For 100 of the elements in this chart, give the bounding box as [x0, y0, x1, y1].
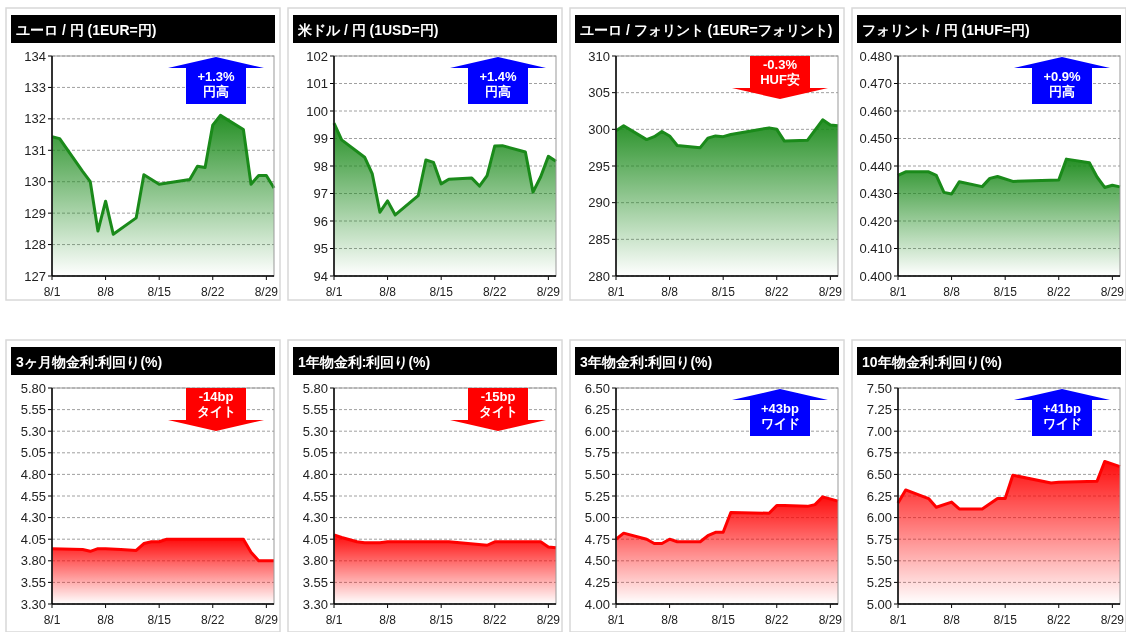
x-tick-label: 8/22: [483, 285, 507, 299]
x-tick-label: 8/8: [97, 285, 115, 299]
y-tick-label: 134: [24, 48, 46, 64]
y-tick-label: 285: [588, 231, 610, 247]
y-tick-label: 4.00: [584, 596, 610, 612]
y-tick-label: 4.30: [20, 510, 46, 526]
y-tick-label: 5.75: [866, 531, 892, 547]
annotation: -14bp タイト: [196, 389, 236, 419]
y-tick-label: 6.75: [866, 445, 892, 461]
y-tick-label: 4.55: [20, 488, 46, 504]
y-tick-label: 102: [306, 48, 328, 64]
y-tick-label: 96: [313, 213, 328, 229]
x-tick-label: 8/8: [379, 285, 397, 299]
x-tick-label: 8/22: [483, 613, 507, 627]
y-tick-label: 99: [313, 131, 328, 146]
y-tick-label: 4.80: [20, 466, 46, 482]
y-tick-label: 3.55: [20, 574, 46, 590]
y-tick-label: 3.30: [20, 596, 46, 612]
chart-title: 米ドル / 円 (1USD=円): [297, 22, 439, 38]
y-tick-label: 3.80: [302, 553, 328, 569]
y-tick-label: 95: [313, 241, 328, 256]
y-tick-label: 0.440: [859, 158, 892, 174]
x-tick-label: 8/15: [147, 613, 172, 627]
y-tick-label: 6.50: [866, 466, 892, 482]
y-tick-label: 5.25: [584, 488, 610, 504]
y-tick-label: 0.480: [859, 48, 892, 64]
chart-title: フォリント / 円 (1HUF=円): [862, 22, 1030, 38]
y-tick-label: 94: [313, 268, 328, 284]
chart-title: 10年物金利:利回り(%): [862, 354, 1003, 370]
y-tick-label: 4.55: [302, 488, 328, 504]
y-tick-label: 128: [24, 237, 46, 253]
y-tick-label: 300: [588, 121, 610, 137]
x-tick-label: 8/22: [201, 613, 225, 627]
y-tick-label: 4.50: [584, 553, 610, 569]
y-tick-label: 5.80: [20, 380, 46, 396]
y-tick-label: 6.25: [866, 488, 892, 504]
y-tick-label: 0.400: [859, 268, 892, 284]
annotation: +0.9% 円高: [1043, 69, 1082, 99]
y-tick-label: 97: [313, 186, 328, 201]
y-tick-label: 7.00: [866, 423, 892, 439]
y-tick-label: 4.80: [302, 466, 328, 482]
y-tick-label: 310: [588, 48, 610, 64]
y-tick-label: 5.05: [302, 445, 328, 461]
y-tick-label: 5.55: [20, 402, 46, 418]
x-tick-label: 8/1: [889, 613, 907, 627]
y-tick-label: 5.50: [866, 553, 892, 569]
x-tick-label: 8/1: [43, 285, 61, 299]
y-tick-label: 0.460: [859, 103, 892, 119]
x-tick-label: 8/22: [1047, 285, 1071, 299]
x-tick-label: 8/29: [536, 285, 561, 299]
x-tick-label: 8/15: [147, 285, 172, 299]
x-tick-label: 8/15: [429, 285, 454, 299]
y-tick-label: 100: [306, 103, 328, 119]
y-tick-label: 7.25: [866, 402, 892, 418]
y-tick-label: 7.50: [866, 380, 892, 396]
x-tick-label: 8/15: [711, 613, 736, 627]
y-tick-label: 3.30: [302, 596, 328, 612]
annotation: +1.3% 円高: [197, 69, 236, 99]
x-tick-label: 8/8: [661, 613, 679, 627]
x-tick-label: 8/22: [765, 285, 789, 299]
x-tick-label: 8/22: [1047, 613, 1071, 627]
y-tick-label: 0.470: [859, 76, 892, 91]
y-tick-label: 0.420: [859, 213, 892, 229]
y-tick-label: 5.75: [584, 445, 610, 461]
x-tick-label: 8/15: [711, 285, 736, 299]
y-tick-label: 4.05: [302, 531, 328, 547]
y-tick-label: 133: [24, 79, 46, 95]
y-tick-label: 6.50: [584, 380, 610, 396]
x-tick-label: 8/22: [201, 285, 225, 299]
y-tick-label: 130: [24, 174, 46, 190]
annotation: +1.4% 円高: [479, 69, 518, 99]
chart-title: 1年物金利:利回り(%): [298, 354, 431, 370]
chart-title: 3年物金利:利回り(%): [580, 354, 713, 370]
x-tick-label: 8/29: [818, 285, 843, 299]
x-tick-label: 8/29: [254, 613, 279, 627]
y-tick-label: 5.55: [302, 402, 328, 418]
y-tick-label: 6.00: [866, 510, 892, 526]
y-tick-label: 6.00: [584, 423, 610, 439]
x-tick-label: 8/1: [43, 613, 61, 627]
y-tick-label: 131: [24, 142, 46, 158]
x-tick-label: 8/1: [325, 613, 343, 627]
annotation: -15bp タイト: [478, 389, 518, 419]
y-tick-label: 0.450: [859, 131, 892, 146]
y-tick-label: 4.25: [584, 574, 610, 590]
x-tick-label: 8/22: [765, 613, 789, 627]
x-tick-label: 8/1: [607, 285, 625, 299]
x-tick-label: 8/8: [379, 613, 397, 627]
y-tick-label: 5.00: [866, 596, 892, 612]
y-tick-label: 5.00: [584, 510, 610, 526]
x-tick-label: 8/1: [325, 285, 343, 299]
chart-title: ユーロ / フォリント (1EUR=フォリント): [580, 22, 833, 38]
y-tick-label: 132: [24, 111, 46, 127]
y-tick-label: 3.80: [20, 553, 46, 569]
annotation: -0.3% HUF安: [760, 57, 800, 87]
y-tick-label: 5.25: [866, 574, 892, 590]
x-tick-label: 8/1: [607, 613, 625, 627]
y-tick-label: 5.30: [20, 423, 46, 439]
y-tick-label: 295: [588, 158, 610, 174]
y-tick-label: 0.410: [859, 241, 892, 256]
x-tick-label: 8/29: [1100, 285, 1125, 299]
